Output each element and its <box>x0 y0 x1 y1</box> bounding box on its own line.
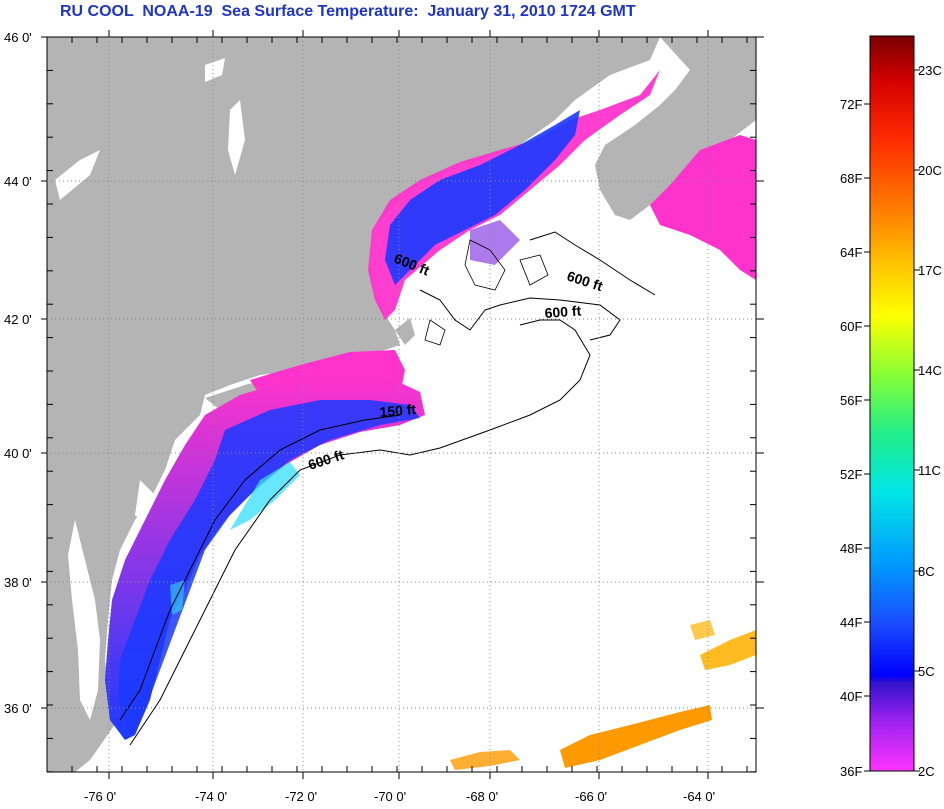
graticule <box>47 37 756 772</box>
cbar-f-36: 36F <box>840 764 862 779</box>
sst-scotian-shelf <box>650 135 756 280</box>
cbar-c-11: 11C <box>918 463 941 478</box>
axis-ticks <box>41 30 764 779</box>
sst-gulf-stream-warm-3 <box>450 750 520 770</box>
colorbar: 72F 68F 64F 60F 56F 52F 48F 44F 40F 36F … <box>840 35 942 779</box>
cbar-f-64: 64F <box>840 245 862 260</box>
colorbar-gradient <box>869 35 915 772</box>
cbar-c-17: 17C <box>918 263 942 278</box>
map-content <box>47 37 756 772</box>
cbar-c-23: 23C <box>918 63 942 78</box>
lat-label-36: 36 0' <box>4 701 32 716</box>
cbar-f-44: 44F <box>840 615 862 630</box>
cbar-c-14: 14C <box>918 363 942 378</box>
cbar-c-20: 20C <box>918 163 942 178</box>
sst-gulf-stream-warm-1 <box>560 705 712 768</box>
lake-1 <box>205 58 225 82</box>
map-title: RU COOL NOAA-19 Sea Surface Temperature:… <box>60 3 636 20</box>
cbar-f-68: 68F <box>840 171 862 186</box>
sst-mid-atlantic-blue <box>118 400 420 735</box>
cbar-f-52: 52F <box>840 467 862 482</box>
sst-gulf-stream-warm-4 <box>690 620 715 640</box>
cbar-f-72: 72F <box>840 97 862 112</box>
cbar-f-60: 60F <box>840 319 862 334</box>
lon-label-76: -76 0' <box>84 789 116 804</box>
contour-600ft-gom <box>419 289 621 341</box>
lon-label-70: -70 0' <box>374 789 406 804</box>
land-nova-scotia <box>595 37 756 220</box>
cbar-f-40: 40F <box>840 689 862 704</box>
sst-map: 46 0' 44 0' 42 0' 40 0' 38 0' 36 0' -76 … <box>4 30 764 804</box>
lat-label-38: 38 0' <box>4 575 32 590</box>
land-cape-cod <box>395 318 415 345</box>
colorbar-ticks <box>864 69 920 772</box>
lon-label-68: -68 0' <box>466 789 498 804</box>
sst-shelf-cyan-edge-2 <box>170 580 185 615</box>
land-us-east-coast <box>47 37 660 772</box>
lake-2 <box>228 100 245 175</box>
lat-label-42: 42 0' <box>4 312 32 327</box>
lat-label-40: 40 0' <box>4 446 32 461</box>
cbar-f-56: 56F <box>840 393 862 408</box>
lon-label-64: -64 0' <box>683 789 715 804</box>
contour-label-150ft: 150 ft <box>379 401 417 420</box>
contour-150ft <box>119 414 401 721</box>
lake-3 <box>55 150 100 200</box>
sst-shelf-cyan-edge <box>230 462 300 530</box>
lon-label-74: -74 0' <box>195 789 227 804</box>
contour-600ft-ns <box>529 231 656 296</box>
cbar-c-5: 5C <box>918 664 935 679</box>
contour-600ft-south <box>129 319 591 746</box>
lat-label-44: 44 0' <box>4 174 32 189</box>
sst-gulf-stream-warm-2 <box>700 630 756 670</box>
cbar-c-2: 2C <box>918 764 935 779</box>
contour-label-georges: 600 ft <box>544 302 582 321</box>
cbar-c-8: 8C <box>918 564 935 579</box>
lon-label-66: -66 0' <box>575 789 607 804</box>
sst-gulf-of-maine-purple <box>470 220 520 265</box>
cbar-f-48: 48F <box>840 541 862 556</box>
sst-gulf-of-maine-blue <box>385 110 580 285</box>
lat-label-46: 46 0' <box>4 30 32 45</box>
lon-label-72: -72 0' <box>285 789 317 804</box>
sst-mid-atlantic-shelf <box>105 375 425 740</box>
bay-chesapeake <box>68 520 100 720</box>
